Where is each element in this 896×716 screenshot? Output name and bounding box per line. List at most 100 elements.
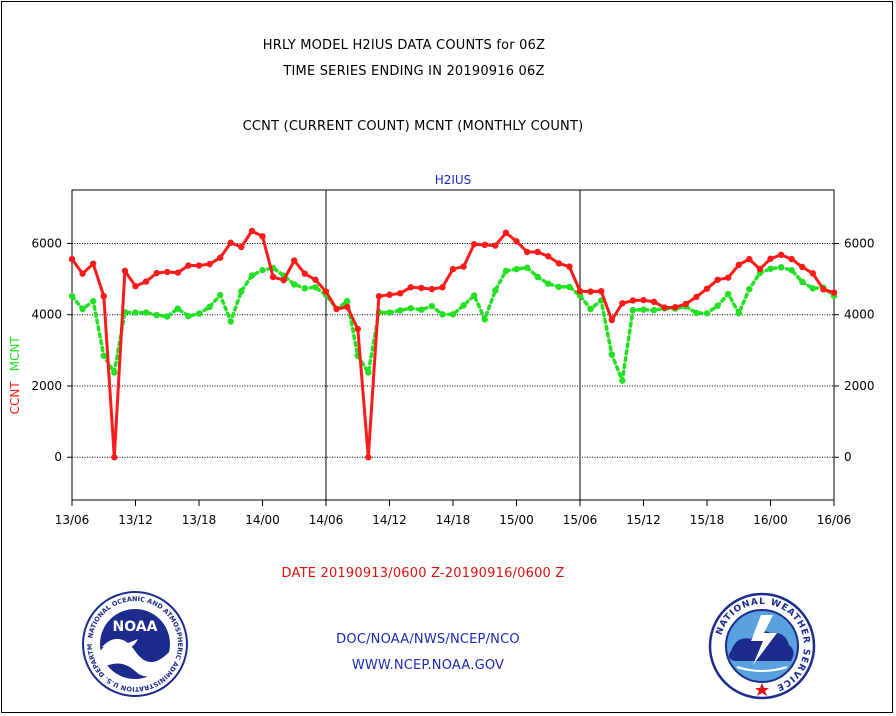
point-ccnt (439, 284, 446, 291)
point-mcnt (777, 264, 785, 271)
point-ccnt (830, 289, 838, 296)
point-ccnt (132, 283, 139, 290)
grid-layer (72, 242, 834, 458)
point-ccnt (576, 287, 584, 295)
x-tick-label: 15/06 (563, 513, 598, 527)
point-mcnt (439, 311, 446, 318)
point-mcnt (312, 284, 319, 291)
point-mcnt (799, 278, 806, 286)
point-ccnt (354, 325, 361, 333)
point-ccnt (386, 291, 393, 298)
point-mcnt (428, 302, 436, 310)
point-mcnt (619, 377, 626, 384)
x-tick-label: 14/18 (436, 513, 471, 527)
point-mcnt (566, 283, 573, 291)
point-mcnt (365, 369, 372, 376)
point-mcnt (693, 309, 700, 317)
point-ccnt (428, 285, 436, 293)
point-mcnt (492, 287, 499, 294)
point-mcnt (545, 280, 552, 287)
point-ccnt (492, 242, 499, 249)
point-ccnt (280, 276, 287, 284)
point-ccnt (238, 243, 245, 251)
axis-layer (67, 189, 839, 506)
x-tick-label: 15/00 (499, 513, 534, 527)
point-ccnt (418, 284, 425, 292)
point-ccnt (545, 253, 552, 260)
point-ccnt (322, 288, 330, 295)
point-ccnt (470, 240, 478, 248)
point-ccnt (216, 254, 224, 261)
point-mcnt (809, 285, 817, 292)
point-ccnt (375, 292, 383, 300)
website-link[interactable]: WWW.NCEP.NOAA.GOV (351, 658, 505, 673)
y-tick-label-right: 6000 (844, 236, 875, 250)
point-ccnt (153, 269, 160, 277)
point-ccnt (513, 238, 520, 245)
point-ccnt (248, 227, 256, 235)
point-mcnt (216, 291, 224, 299)
x-tick-label: 13/18 (182, 513, 217, 527)
agency-label: DOC/NOAA/NWS/NCEP/NCO (336, 632, 520, 647)
point-mcnt (174, 305, 182, 312)
point-mcnt (767, 265, 774, 272)
point-mcnt (195, 310, 203, 317)
point-ccnt (629, 297, 637, 304)
point-mcnt (227, 318, 234, 325)
point-mcnt (68, 292, 76, 300)
point-mcnt (629, 306, 637, 314)
point-mcnt (185, 312, 192, 320)
point-mcnt (788, 266, 795, 274)
date-range-label: DATE 20190913/0600 Z-20190916/0600 Z (281, 566, 565, 581)
point-mcnt (79, 305, 86, 313)
point-ccnt (746, 255, 753, 263)
point-ccnt (650, 298, 658, 306)
point-mcnt (100, 352, 107, 359)
noaa-logo: NATIONAL OCEANIC AND ATMOSPHERIC ADMINIS… (80, 589, 188, 697)
point-mcnt (248, 272, 256, 279)
y-tick-label-left: 4000 (31, 308, 62, 322)
point-ccnt (121, 267, 129, 275)
point-mcnt (746, 285, 753, 293)
point-mcnt (449, 311, 457, 318)
point-ccnt (597, 287, 605, 295)
y-tick-label-left: 0 (54, 450, 62, 464)
point-ccnt (566, 263, 573, 270)
point-ccnt (365, 454, 372, 461)
series-line-mcnt (70, 265, 836, 383)
point-ccnt (619, 300, 626, 307)
point-ccnt (714, 276, 721, 283)
x-tick-label: 14/00 (245, 513, 280, 527)
x-tick-label: 13/12 (118, 513, 153, 527)
y-tick-label-left: 6000 (31, 236, 62, 250)
point-ccnt (142, 278, 150, 285)
point-ccnt (111, 454, 118, 461)
x-tick-label: 15/18 (690, 513, 725, 527)
point-ccnt (724, 274, 732, 281)
point-ccnt (820, 286, 827, 293)
series-layer (68, 227, 838, 461)
x-tick-label: 13/06 (55, 513, 90, 527)
point-ccnt (333, 305, 340, 313)
label-layer: 13/06 13/12 13/18 14/00 14/06 14/12 14/18 15/00… (8, 173, 875, 527)
x-tick-label: 16/00 (753, 513, 788, 527)
point-ccnt (682, 300, 690, 308)
point-mcnt (259, 266, 266, 274)
chart-title: HRLY MODEL H2IUS DATA COUNTS for 06Z (262, 38, 546, 53)
point-ccnt (756, 265, 764, 273)
point-mcnt (502, 267, 510, 275)
point-ccnt (735, 261, 742, 269)
point-ccnt (502, 229, 510, 236)
point-ccnt (788, 255, 795, 263)
point-mcnt (291, 281, 298, 288)
point-ccnt (164, 268, 171, 276)
point-ccnt (608, 316, 615, 324)
point-ccnt (460, 263, 467, 270)
point-ccnt (343, 303, 351, 311)
point-ccnt (703, 285, 711, 292)
point-ccnt (206, 260, 213, 268)
point-mcnt (301, 285, 309, 292)
point-ccnt (68, 255, 76, 263)
point-ccnt (79, 270, 86, 277)
